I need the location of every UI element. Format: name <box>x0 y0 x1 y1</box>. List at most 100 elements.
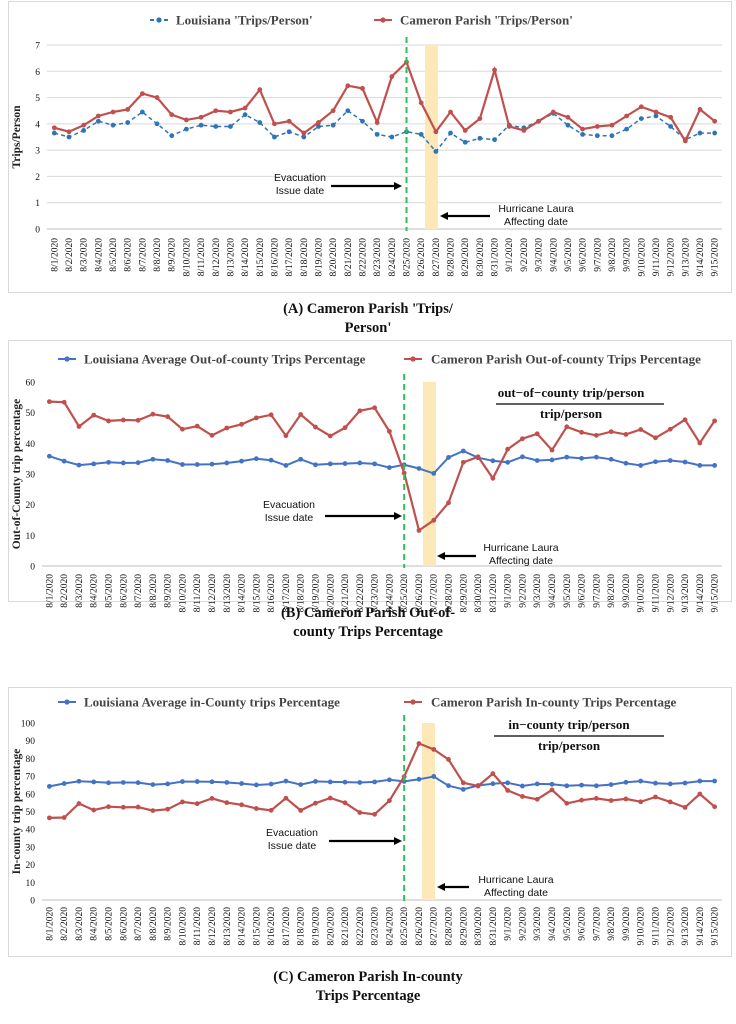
chart-b-series-2-point <box>135 417 141 423</box>
chart-c-series-1-point <box>579 782 584 788</box>
chart-b-series-1-point <box>682 459 688 465</box>
chart-b-series-1-point <box>165 458 171 463</box>
chart-b-legend-label-2: Cameron Parish Out-of-county Trips Perce… <box>431 352 701 367</box>
chart-a-series-1-point <box>462 139 468 145</box>
chart-b-series-2-point <box>194 423 200 429</box>
chart-c-series-2-point <box>61 815 67 820</box>
chart-b-series-2-point <box>667 426 673 432</box>
chart-c-xtick-label: 8/30/2020 <box>474 907 484 946</box>
chart-b-xtick-label: 9/11/2020 <box>651 574 661 612</box>
chart-c-series-1-point <box>460 786 466 792</box>
chart-a-series-1-point <box>477 135 483 141</box>
chart-c-xtick-label: 9/7/2020 <box>592 907 602 941</box>
panel-a: 0 1 2 3 4 5 6 7 8/1/2020 8/2/2020 8/3/2020 8/4/2020… <box>0 0 736 336</box>
chart-c-xtick-label: 9/15/2020 <box>711 907 721 946</box>
chart-c-xtick-label: 8/26/2020 <box>415 907 425 946</box>
chart-b-series-1-point <box>608 456 614 462</box>
chart-a-xtick-label: 8/15/2020 <box>256 238 266 277</box>
chart-a-series-2-line <box>54 60 716 144</box>
chart-c-xtick-label: 9/13/2020 <box>681 907 691 946</box>
chart-a-xtick-label: 8/3/2020 <box>80 238 90 272</box>
chart-c-series-1-point <box>135 780 141 786</box>
chart-b-series-2-point <box>239 421 244 427</box>
chart-c-series-1-point <box>416 776 422 782</box>
chart-c-xtick-label: 8/29/2020 <box>459 907 469 946</box>
chart-b-series-2-point <box>327 433 333 439</box>
chart-c-series-1-point <box>194 779 200 784</box>
chart-a-series-2-point <box>492 67 497 73</box>
chart-c-ytick-label: 10 <box>26 879 36 889</box>
chart-c-series-2-point <box>135 804 141 810</box>
chart-a-series-1-point <box>594 133 600 139</box>
chart-b-xtick-label: 9/7/2020 <box>592 574 602 608</box>
chart-a-series-2-point <box>418 100 424 106</box>
chart-a-series-2-point <box>536 118 541 124</box>
chart-c-laura-label-2: Affecting date <box>484 887 548 899</box>
chart-a-series-2-point <box>330 108 336 114</box>
chart-b-xtick-label: 8/22/2020 <box>356 574 366 613</box>
chart-a-series-1-point <box>242 112 248 118</box>
chart-c-series-1-point <box>253 782 259 788</box>
chart-b: 0 10 20 30 40 50 60 8/1/2020 8/2/2020 8/3/2020 8/4… <box>11 352 722 613</box>
chart-b-series-1-point <box>194 462 200 467</box>
chart-c-xtick-label: 8/23/2020 <box>371 907 381 946</box>
chart-a-ytick-label: 5 <box>35 94 40 104</box>
chart-a-series-2-point <box>565 114 571 120</box>
chart-b-series-1-point <box>505 459 511 465</box>
chart-c-evacuation-label-2: Issue date <box>268 840 317 852</box>
chart-c-series-2-point <box>712 804 718 810</box>
chart-c-xtick-label: 8/8/2020 <box>149 907 159 941</box>
chart-b-xtick-label: 8/1/2020 <box>45 574 55 608</box>
chart-a-series-2-point <box>360 85 365 91</box>
chart-a-legend-marker-2 <box>380 17 386 23</box>
chart-c-xtick-label: 9/2/2020 <box>518 907 528 941</box>
chart-b-series-2-point <box>224 425 230 431</box>
chart-c-xtick-label: 8/6/2020 <box>119 907 129 941</box>
chart-c-xtick-label: 9/1/2020 <box>504 907 514 941</box>
chart-c-xtick-label: 8/20/2020 <box>326 907 336 946</box>
chart-c-series-1-point <box>76 778 82 784</box>
chart-a-series-1-point <box>213 124 219 129</box>
chart-a-series-2-point <box>213 108 219 114</box>
chart-a-series-2-point <box>594 124 600 129</box>
chart-c-ytick-label: 70 <box>26 773 36 783</box>
chart-b-series-1-point <box>623 460 629 466</box>
chart-c-xtick-label: 8/12/2020 <box>208 907 218 946</box>
chart-b-xtick-label: 9/12/2020 <box>666 574 676 613</box>
chart-c-series-2-point <box>446 757 451 762</box>
chart-b-series-2-point <box>401 470 407 476</box>
chart-a-xtick-label: 8/26/2020 <box>417 238 427 277</box>
chart-a-series-1-point <box>316 124 321 129</box>
chart-c-ytick-label: 80 <box>26 755 36 765</box>
chart-a-series-2-point <box>477 116 483 121</box>
caption-c-line-2: Trips Percentage <box>315 988 421 1004</box>
chart-a-series-2-point <box>668 114 674 120</box>
chart-a-xtick-label: 8/19/2020 <box>314 238 324 277</box>
chart-a-xtick-label: 9/7/2020 <box>593 238 603 272</box>
chart-a-series-1-line <box>54 109 715 153</box>
chart-b-series-1-point <box>446 455 451 460</box>
chart-c-series-1-point <box>239 781 244 786</box>
chart-a-series-1-point <box>184 126 189 132</box>
chart-c-series-1-point <box>564 783 570 789</box>
chart-c-series-2-point <box>549 787 555 793</box>
chart-c-series-1-point <box>431 774 437 779</box>
chart-b-series-2-point <box>253 415 259 421</box>
chart-a-series-2-point <box>624 113 630 119</box>
chart-c-xtick-label: 8/14/2020 <box>238 907 248 946</box>
chart-c-series-2-point <box>372 811 378 817</box>
chart-a-series-1-point <box>345 108 351 114</box>
chart-b-ytick-label: 40 <box>26 440 36 450</box>
chart-c-series-2-point <box>268 807 274 813</box>
chart-a-xtick-label: 9/2/2020 <box>520 238 530 272</box>
chart-b-series-2-point <box>46 399 52 405</box>
chart-a-series-1-point <box>257 120 263 125</box>
chart-b-ytick-label: 0 <box>30 563 35 573</box>
chart-b-series-2-point <box>653 435 658 441</box>
chart-c-xtick-label: 8/3/2020 <box>75 907 85 941</box>
chart-b-xtick-label: 8/20/2020 <box>326 574 336 613</box>
chart-b-series-1-point <box>253 456 259 462</box>
chart-c-ytick-label: 50 <box>26 808 36 818</box>
chart-b-xtick-label: 8/19/2020 <box>311 574 321 613</box>
chart-a-frame <box>8 1 732 293</box>
